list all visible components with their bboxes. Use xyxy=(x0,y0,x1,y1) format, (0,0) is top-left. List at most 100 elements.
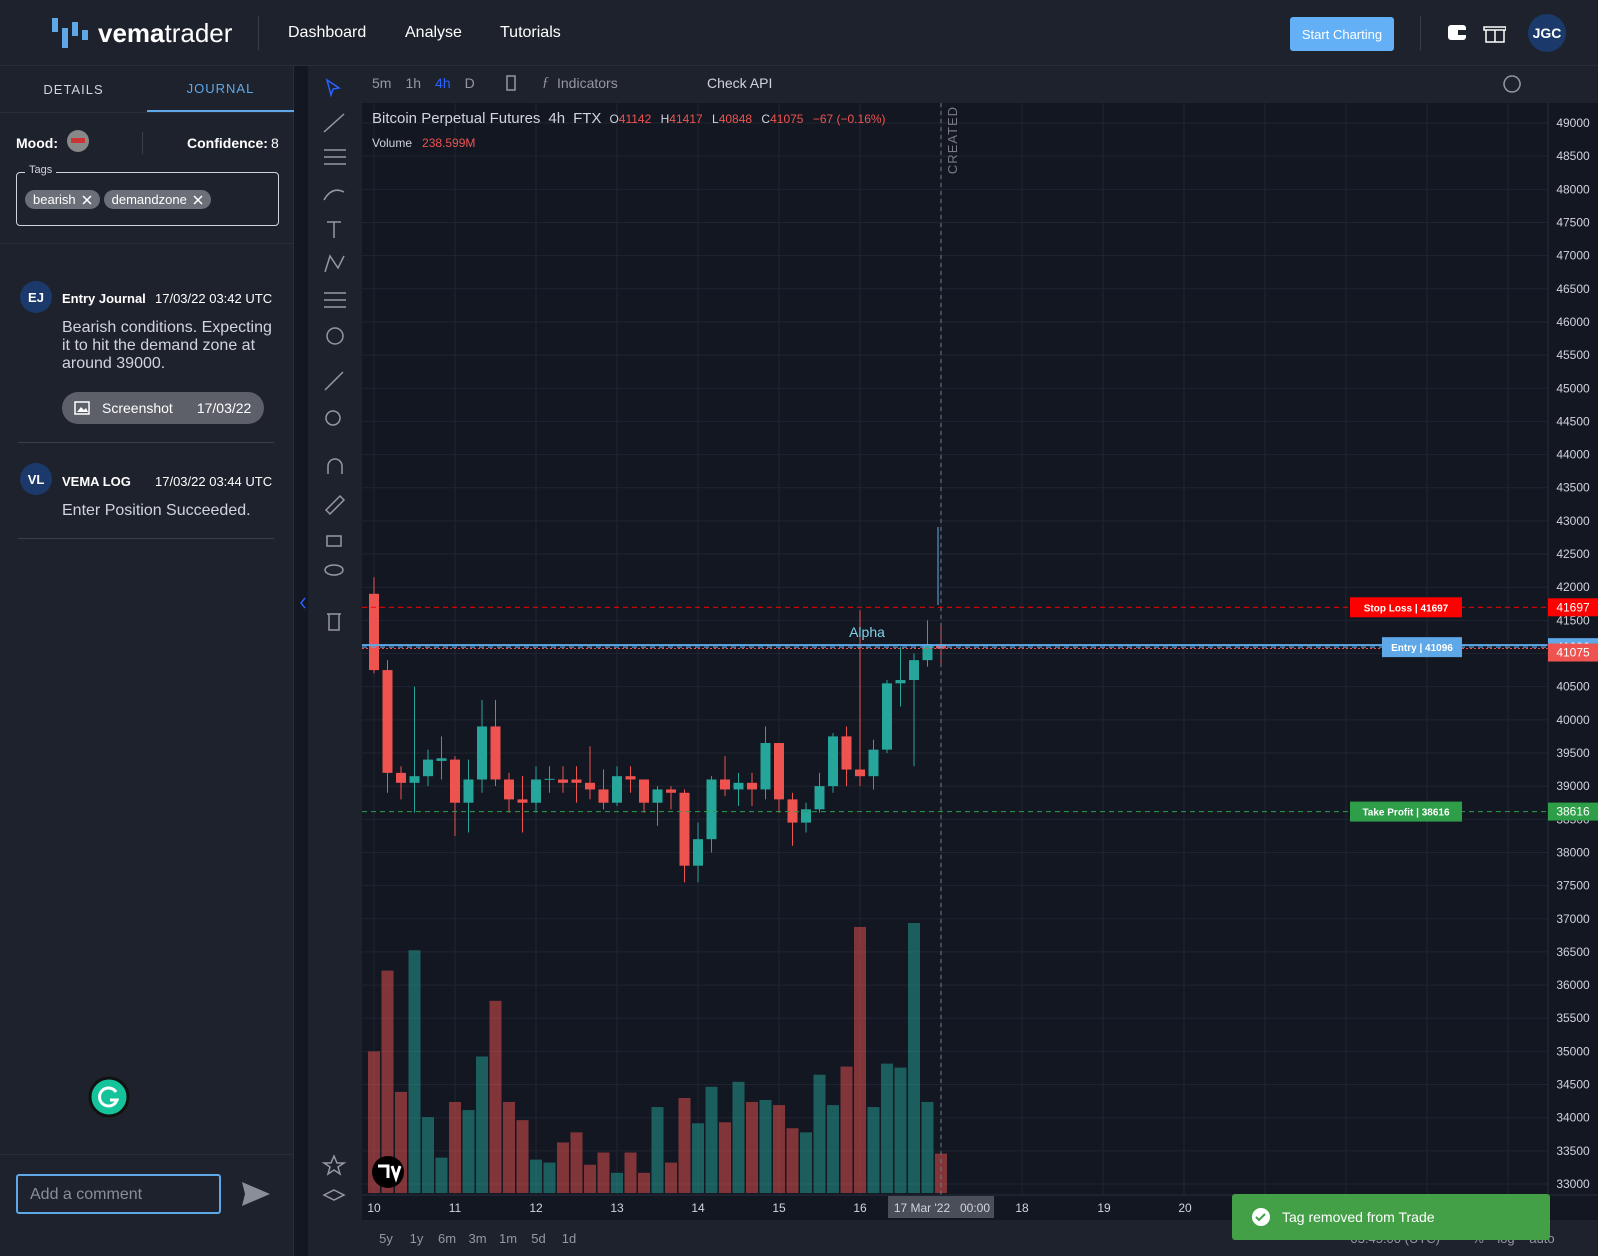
divider xyxy=(18,538,274,539)
candle-body xyxy=(517,799,528,803)
candle-body xyxy=(922,644,933,661)
toast: Tag removed from Trade xyxy=(1232,1194,1550,1240)
volume-bar xyxy=(381,970,394,1193)
candle-body xyxy=(423,759,433,777)
candle-body xyxy=(679,792,690,866)
range-button[interactable]: 6m xyxy=(438,1231,456,1246)
level-box xyxy=(1350,801,1462,822)
tv-logo-mark xyxy=(378,1164,402,1183)
level-label: Stop Loss | 41697 xyxy=(1364,603,1449,614)
tab[interactable]: DETAILS xyxy=(43,81,104,97)
comment-input[interactable]: Add a comment xyxy=(16,1174,221,1214)
remove-icon[interactable] xyxy=(193,194,203,205)
ohlc-value: 41142 xyxy=(618,112,652,126)
volume-bar xyxy=(678,1097,691,1193)
tags-box[interactable]: Tags bearish demandzone xyxy=(16,164,279,226)
x-tick-label: 14 xyxy=(691,1201,705,1215)
level-label: Entry | 41096 xyxy=(1391,643,1453,654)
candle-body xyxy=(814,786,825,810)
candle-body xyxy=(504,779,514,800)
candle-body xyxy=(787,799,798,823)
change: −67 (−0.16%) xyxy=(812,112,886,126)
range-button[interactable]: 1y xyxy=(410,1231,424,1246)
volume-bar xyxy=(773,1105,785,1193)
mood-icon[interactable] xyxy=(66,129,90,153)
tag-chip[interactable]: demandzone xyxy=(103,190,211,209)
nav-link[interactable]: Dashboard xyxy=(288,24,367,41)
candle-body xyxy=(463,779,474,803)
volume-bar xyxy=(827,1105,839,1193)
divider xyxy=(0,112,294,113)
x-tick-label: 00:00 xyxy=(960,1201,990,1215)
start-charting-button[interactable]: Start Charting xyxy=(1290,17,1394,51)
grammarly-icon[interactable] xyxy=(88,1076,130,1118)
fx-icon: ƒ xyxy=(542,75,549,90)
brand-a: vema xyxy=(98,18,165,48)
y-tick-label: 44000 xyxy=(1556,448,1590,462)
candle-body xyxy=(652,789,663,803)
candle-body xyxy=(382,670,393,773)
volume-bar xyxy=(516,1120,529,1193)
entry-title: VEMA LOG xyxy=(62,474,131,489)
y-tick-label: 42500 xyxy=(1556,547,1590,561)
entry-title: Entry Journal xyxy=(62,291,146,306)
entry-avatar: EJ xyxy=(20,281,52,313)
candle-body xyxy=(895,680,906,684)
send-button[interactable] xyxy=(240,1180,272,1208)
volume-legend: Volume 238.599M xyxy=(372,136,475,150)
remove-icon[interactable] xyxy=(82,194,92,205)
range-button[interactable]: 3m xyxy=(468,1231,486,1246)
y-tick-label: 34500 xyxy=(1556,1078,1590,1092)
tag-chip[interactable]: bearish xyxy=(25,190,100,209)
range-button[interactable]: 1m xyxy=(499,1231,517,1246)
candle-body xyxy=(855,769,865,777)
divider xyxy=(258,16,259,50)
volume-bar xyxy=(894,1067,907,1193)
candle-body xyxy=(693,839,703,866)
volume-bar xyxy=(530,1159,542,1193)
level-box xyxy=(1350,597,1462,618)
tab-active[interactable]: JOURNAL xyxy=(147,66,294,112)
y-tick-label: 43500 xyxy=(1556,481,1590,495)
volume-bar xyxy=(921,1101,934,1193)
entry-avatar: VL xyxy=(20,463,52,495)
plot xyxy=(362,103,1548,1195)
x-tick-label: 18 xyxy=(1015,1201,1029,1215)
interval-active[interactable]: 4h xyxy=(435,75,451,91)
screenshot-button[interactable]: Screenshot 17/03/22 xyxy=(62,392,264,424)
avatar[interactable]: JGC xyxy=(1528,14,1566,52)
nav-icons[interactable] xyxy=(1446,22,1506,44)
y-tick-label: 48500 xyxy=(1556,149,1590,163)
ohlc-key: C xyxy=(761,112,771,126)
y-tick-label: 45500 xyxy=(1556,348,1590,362)
nav-link[interactable]: Analyse xyxy=(405,24,462,41)
indicators-button[interactable]: ƒ Indicators xyxy=(542,75,618,91)
interval[interactable]: 5m xyxy=(372,75,392,91)
volume-bar xyxy=(422,1117,434,1193)
alpha-label: Alpha xyxy=(849,624,885,640)
candle-body xyxy=(666,789,676,793)
y-tick-label: 41500 xyxy=(1556,613,1590,627)
axis-tag-label: 41697 xyxy=(1556,600,1590,614)
nav-link[interactable]: Tutorials xyxy=(500,24,561,41)
candle-body xyxy=(828,736,838,787)
range-button[interactable]: 5y xyxy=(379,1231,393,1246)
volume-bar xyxy=(584,1164,596,1193)
axis-tag xyxy=(1548,598,1598,617)
brand: vematrader xyxy=(98,18,232,49)
x-tick-label: 11 xyxy=(449,1201,462,1215)
volume-bar xyxy=(813,1074,826,1193)
range-button[interactable]: 1d xyxy=(562,1231,576,1246)
x-tick-label: 20 xyxy=(1178,1201,1192,1215)
interval[interactable]: 1h xyxy=(405,75,422,91)
range-button[interactable]: 5d xyxy=(531,1231,545,1246)
x-tick-label: 13 xyxy=(610,1201,624,1215)
y-tick-label: 39000 xyxy=(1556,779,1590,793)
interval[interactable]: D xyxy=(464,75,475,91)
candle-body xyxy=(882,683,892,750)
check-api-button[interactable]: Check API xyxy=(707,75,773,91)
volume-bar xyxy=(692,1123,704,1193)
candle-body xyxy=(558,779,568,783)
volume-bar xyxy=(867,1107,880,1193)
ohlc-key: L xyxy=(712,112,719,126)
